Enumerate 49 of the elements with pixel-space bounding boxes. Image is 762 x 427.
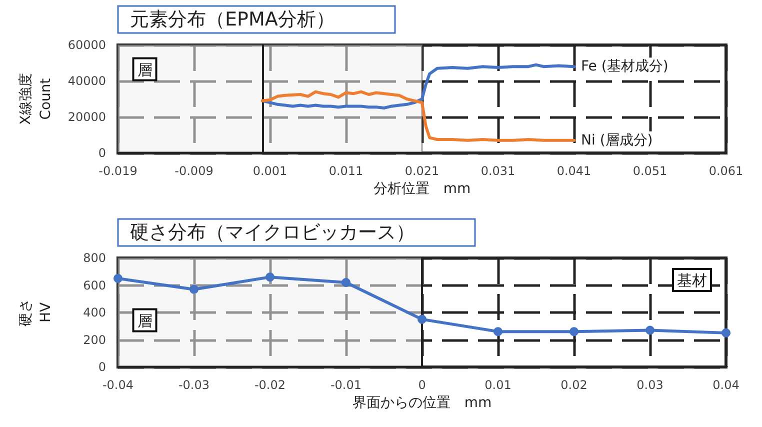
x-axis-title: 界面からの位置 mm: [352, 394, 492, 411]
y-tick-label: 40000: [68, 74, 106, 88]
x-tick-label: 0.051: [632, 164, 668, 178]
point: [418, 314, 426, 324]
point: [722, 328, 730, 338]
y-tick-label: 400: [83, 306, 106, 320]
x-tick-label: 0.04: [712, 378, 740, 392]
chart-title: 硬さ分布（マイクロビッカース）: [130, 222, 415, 244]
x-tick-label: -0.03: [178, 378, 210, 392]
x-tick-label: 0: [418, 378, 426, 392]
line-series: [260, 90, 576, 142]
x-tick-label: 0.011: [328, 164, 364, 178]
y-tick-label: 200: [83, 332, 106, 347]
x-tick-label: 0.03: [636, 378, 664, 392]
y-tick-label: 20000: [68, 110, 106, 124]
x-tick-label: 0.041: [556, 164, 592, 178]
series-label: Ni (層成分): [581, 132, 653, 148]
x-tick-label: -0.009: [174, 164, 214, 178]
x-tick-label: -0.04: [102, 378, 134, 392]
x-axis-title: 分析位置 mm: [373, 180, 471, 197]
band-label: 層: [137, 312, 152, 330]
point: [266, 272, 274, 282]
x-tick-label: 0.02: [560, 378, 588, 392]
x-tick-label: 0.061: [708, 164, 744, 178]
x-tick-label: -0.01: [330, 378, 362, 392]
y-tick-label: 60000: [68, 38, 106, 52]
x-tick-label: 0.031: [480, 164, 516, 178]
x-tick-label: -0.02: [254, 378, 286, 392]
annotation: 基材: [677, 272, 707, 290]
y-tick-label: 600: [83, 278, 106, 292]
y-tick-label: 0: [98, 146, 106, 160]
y-tick-label: 800: [83, 251, 106, 265]
point: [570, 327, 578, 336]
point: [190, 284, 198, 294]
point: [114, 274, 122, 283]
series-label: Fe (基材成分): [581, 58, 668, 75]
band-label: 層: [137, 60, 152, 79]
y-axis-title: X線強度 Count: [18, 73, 54, 125]
x-tick-label: -0.019: [98, 164, 138, 178]
point: [646, 326, 654, 335]
x-tick-label: 0.021: [404, 164, 440, 178]
point: [342, 278, 350, 288]
x-tick-label: 0.01: [484, 378, 512, 392]
chart-title: 元素分布（EPMA分析）: [130, 8, 335, 30]
x-tick-label: 0.001: [252, 164, 288, 178]
y-axis-title: 硬さ HV: [18, 298, 54, 326]
y-tick-label: 0: [98, 360, 106, 374]
line-series: [260, 63, 576, 110]
point: [494, 327, 502, 336]
